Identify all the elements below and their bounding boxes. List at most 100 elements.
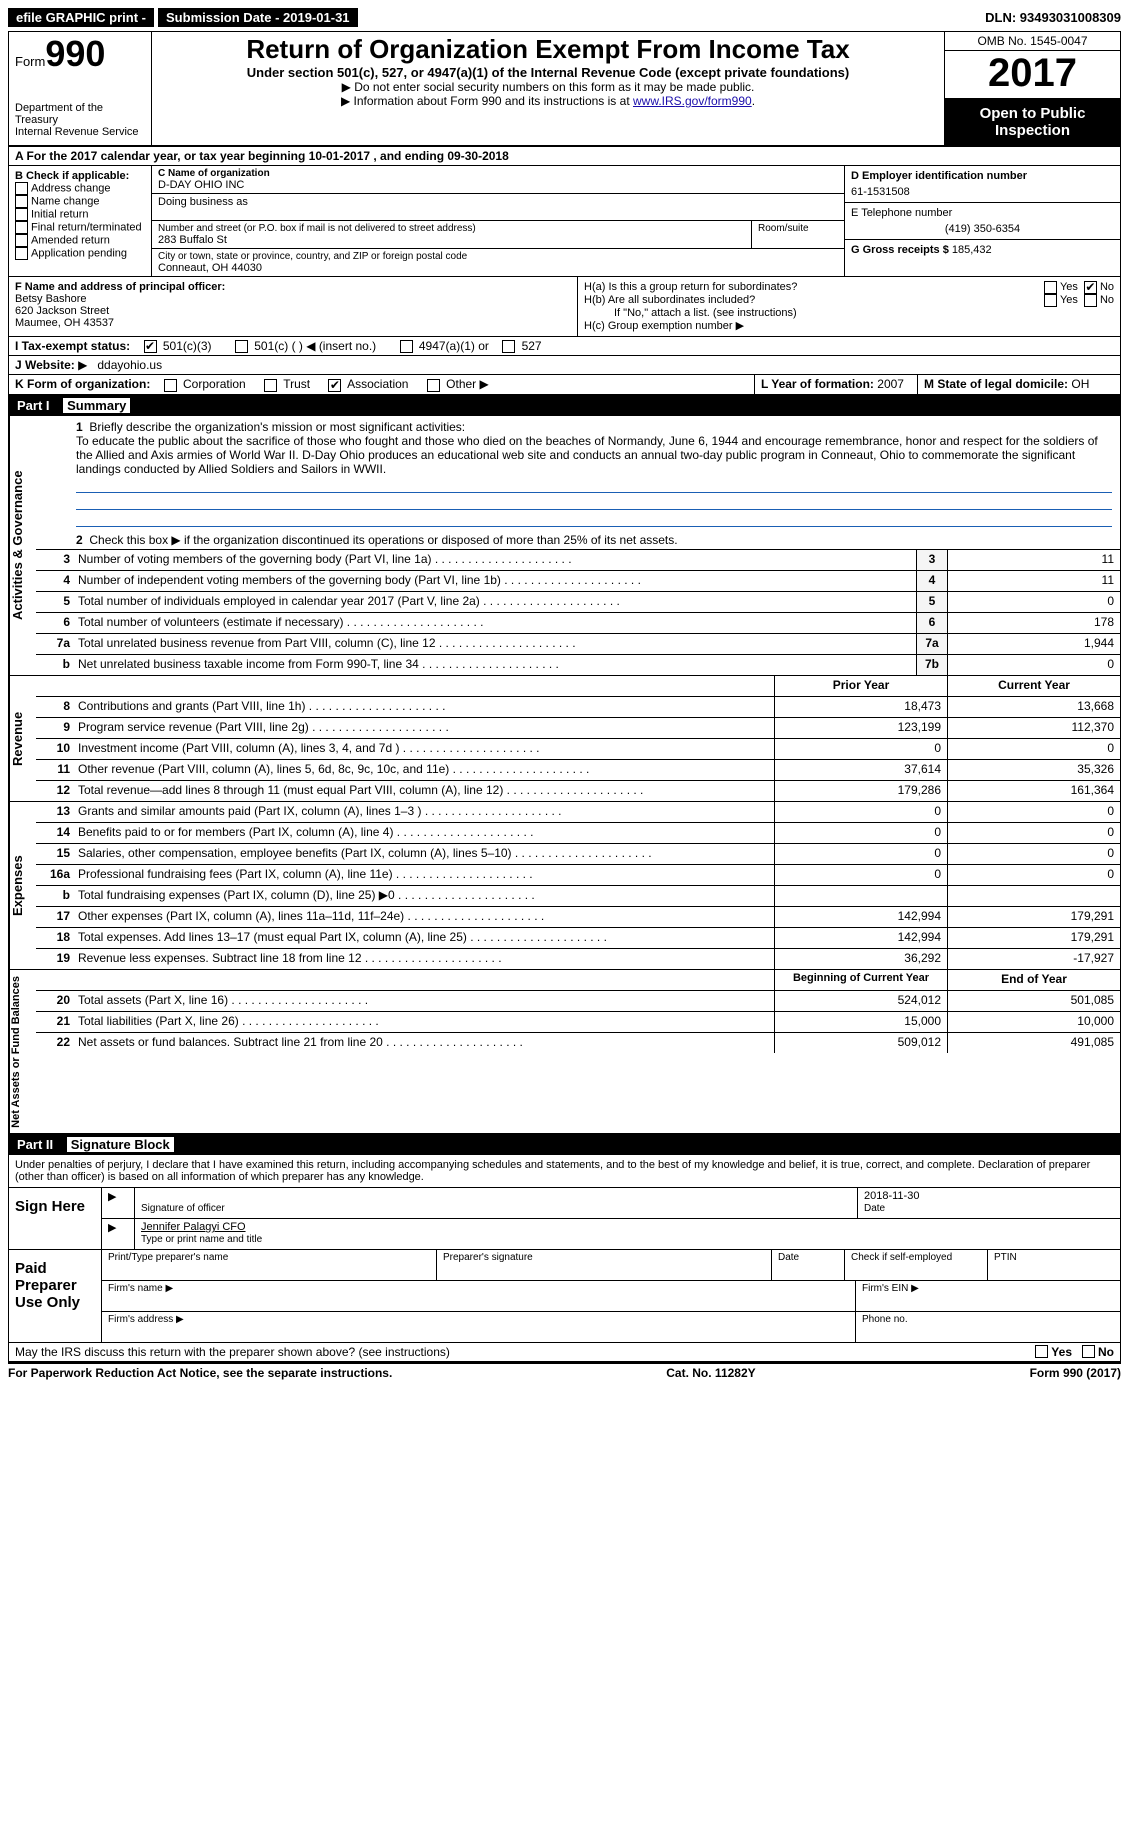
cb-final-return[interactable]	[15, 221, 28, 234]
cb-501c3[interactable]	[144, 340, 157, 353]
cb-527[interactable]	[502, 340, 515, 353]
section-fh: F Name and address of principal officer:…	[8, 277, 1121, 337]
cb-discuss-no[interactable]	[1082, 1345, 1095, 1358]
website-value: ddayohio.us	[97, 358, 162, 372]
cb-other[interactable]	[427, 379, 440, 392]
cb-discuss-yes[interactable]	[1035, 1345, 1048, 1358]
cb-name-change[interactable]	[15, 195, 28, 208]
summary-line: 21Total liabilities (Part X, line 26)15,…	[36, 1011, 1120, 1032]
ein-value: 61-1531508	[851, 182, 1114, 198]
f-label: F Name and address of principal officer:	[15, 281, 571, 293]
city-label: City or town, state or province, country…	[158, 251, 838, 262]
cb-ha-yes[interactable]	[1044, 281, 1057, 294]
box-deg: D Employer identification number 61-1531…	[844, 166, 1120, 276]
discuss-row: May the IRS discuss this return with the…	[8, 1343, 1121, 1362]
open-to-public: Open to Public Inspection	[945, 99, 1120, 145]
type-name-label: Type or print name and title	[141, 1234, 262, 1245]
hc-label: H(c) Group exemption number	[584, 320, 733, 332]
dba-label: Doing business as	[158, 196, 838, 208]
cb-assoc[interactable]	[328, 379, 341, 392]
form990-link[interactable]: www.IRS.gov/form990	[633, 94, 752, 108]
phone-label: E Telephone number	[851, 207, 1114, 219]
box-f: F Name and address of principal officer:…	[9, 277, 578, 336]
cb-hb-yes[interactable]	[1044, 294, 1057, 307]
top-bar: efile GRAPHIC print - Submission Date - …	[8, 8, 1121, 27]
part2-header: Part II Signature Block	[8, 1134, 1121, 1155]
sig-date-value: 2018-11-30	[864, 1190, 919, 1202]
vlabel-revenue: Revenue	[9, 676, 36, 801]
paid-preparer-label: Paid Preparer Use Only	[9, 1250, 102, 1342]
hb-label: H(b) Are all subordinates included?	[584, 294, 1044, 307]
summary-line: 18Total expenses. Add lines 13–17 (must …	[36, 927, 1120, 948]
gross-label: G Gross receipts $	[851, 244, 949, 256]
form-note1: Do not enter social security numbers on …	[354, 80, 754, 94]
preparer-name-label: Print/Type preparer's name	[102, 1250, 437, 1280]
footer-right: Form 990 (2017)	[1030, 1366, 1121, 1380]
cb-4947[interactable]	[400, 340, 413, 353]
tax-year: 2017	[945, 51, 1120, 99]
box-c: C Name of organization D-DAY OHIO INC Do…	[152, 166, 844, 276]
i-label: I Tax-exempt status:	[15, 339, 130, 353]
cb-ha-no[interactable]	[1084, 281, 1097, 294]
vlabel-activities: Activities & Governance	[9, 416, 36, 675]
cb-app-pending[interactable]	[15, 247, 28, 260]
summary-line: 9Program service revenue (Part VIII, lin…	[36, 717, 1120, 738]
cb-initial-return[interactable]	[15, 208, 28, 221]
submission-date-badge: Submission Date - 2019-01-31	[158, 8, 358, 27]
summary-line: 17Other expenses (Part IX, column (A), l…	[36, 906, 1120, 927]
header-left: Form990 Department of the Treasury Inter…	[9, 32, 152, 145]
section-ij: I Tax-exempt status: 501(c)(3) 501(c) ( …	[8, 337, 1121, 375]
cb-corp[interactable]	[164, 379, 177, 392]
netassets-section: Net Assets or Fund Balances Beginning of…	[8, 970, 1121, 1135]
cb-501c[interactable]	[235, 340, 248, 353]
l-label: L Year of formation:	[761, 377, 874, 391]
cb-amended[interactable]	[15, 234, 28, 247]
summary-line: 16aProfessional fundraising fees (Part I…	[36, 864, 1120, 885]
firm-addr-label: Firm's address ▶	[102, 1312, 856, 1342]
form-number: 990	[45, 33, 105, 74]
col-current-year: Current Year	[947, 676, 1120, 696]
summary-line: bNet unrelated business taxable income f…	[36, 654, 1120, 675]
preparer-check-label: Check if self-employed	[845, 1250, 988, 1280]
revenue-section: Revenue Prior Year Current Year 8Contrib…	[8, 676, 1121, 802]
vlabel-expenses: Expenses	[9, 802, 36, 969]
summary-line: 13Grants and similar amounts paid (Part …	[36, 802, 1120, 822]
officer-name-title: Jennifer Palagyi CFO	[141, 1221, 246, 1233]
summary-line: 10Investment income (Part VIII, column (…	[36, 738, 1120, 759]
cb-hb-no[interactable]	[1084, 294, 1097, 307]
section-klm: K Form of organization: Corporation Trus…	[8, 375, 1121, 394]
form-header: Form990 Department of the Treasury Inter…	[8, 31, 1121, 147]
phone-value: (419) 350-6354	[851, 219, 1114, 235]
m-label: M State of legal domicile:	[924, 377, 1068, 391]
dept-treasury: Department of the Treasury	[15, 102, 145, 126]
vlabel-netassets: Net Assets or Fund Balances	[9, 970, 36, 1134]
box-b: B Check if applicable: Address change Na…	[9, 166, 152, 276]
sign-here-label: Sign Here	[9, 1188, 102, 1249]
section-bcd: B Check if applicable: Address change Na…	[8, 166, 1121, 277]
summary-line: 19Revenue less expenses. Subtract line 1…	[36, 948, 1120, 969]
form-subtitle: Under section 501(c), 527, or 4947(a)(1)…	[160, 65, 936, 80]
j-label: J Website:	[15, 358, 75, 372]
l2-text: Check this box ▶ if the organization dis…	[89, 533, 677, 547]
firm-ein-label: Firm's EIN ▶	[856, 1281, 1120, 1311]
preparer-sig-label: Preparer's signature	[437, 1250, 772, 1280]
dln-label: DLN: 93493031008309	[985, 10, 1121, 25]
c-name-label: C Name of organization	[158, 168, 838, 179]
ha-label: H(a) Is this a group return for subordin…	[584, 281, 1044, 294]
k-label: K Form of organization:	[15, 377, 150, 391]
ein-label: D Employer identification number	[851, 170, 1114, 182]
cb-trust[interactable]	[264, 379, 277, 392]
mission-text: To educate the public about the sacrific…	[76, 434, 1098, 476]
officer-name: Betsy Bashore	[15, 293, 571, 305]
l1-label: Briefly describe the organization's miss…	[89, 420, 465, 434]
street-label: Number and street (or P.O. box if mail i…	[158, 223, 745, 234]
summary-line: 12Total revenue—add lines 8 through 11 (…	[36, 780, 1120, 801]
preparer-date-label: Date	[772, 1250, 845, 1280]
preparer-ptin-label: PTIN	[988, 1250, 1120, 1280]
dept-irs: Internal Revenue Service	[15, 126, 145, 138]
street-value: 283 Buffalo St	[158, 234, 745, 246]
cb-address-change[interactable]	[15, 182, 28, 195]
firm-name-label: Firm's name ▶	[102, 1281, 856, 1311]
box-h: H(a) Is this a group return for subordin…	[578, 277, 1120, 336]
summary-line: 20Total assets (Part X, line 16)524,0125…	[36, 990, 1120, 1011]
